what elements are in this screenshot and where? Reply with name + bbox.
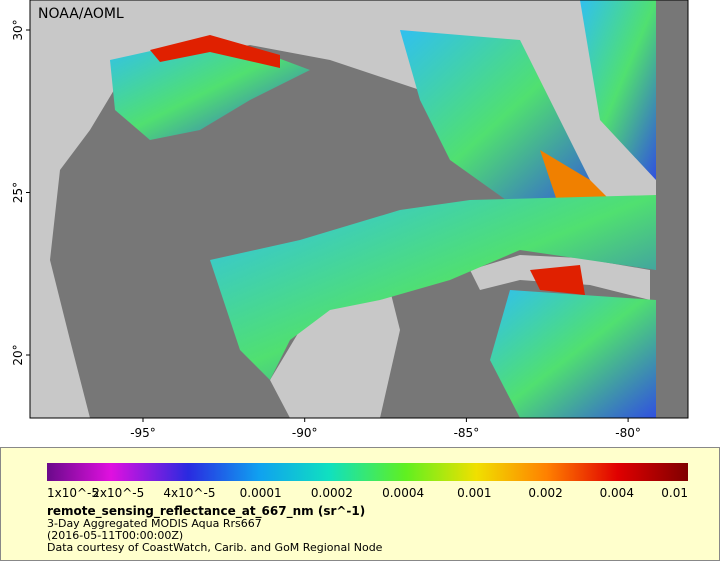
colorbar-label: 0.001 [457,486,491,500]
colorbar-label: 0.0002 [311,486,353,500]
colorbar-label: 0.0001 [240,486,282,500]
colorbar-label: 0.002 [528,486,562,500]
colorbar-label: 2x10^-5 [92,486,144,500]
colorbar [47,463,688,481]
lat-labels: 30° 25° 20° [11,19,30,366]
data-patch [110,40,310,140]
lon-label: -95° [130,426,156,440]
legend-line: (2016-05-11T00:00:00Z) [47,529,183,542]
legend-title: remote_sensing_reflectance_at_667_nm (sr… [47,504,365,519]
legend-line: 3-Day Aggregated MODIS Aqua Rrs667 [47,517,262,530]
data-patch [210,195,656,380]
lat-label: 30° [11,19,25,40]
land-yucatan [270,290,400,418]
data-patch [540,150,610,210]
lat-label: 20° [11,344,25,365]
colorbar-label: 1x10^-5 [47,486,99,500]
colorbar-label: 4x10^-5 [163,486,215,500]
map-frame [29,0,689,419]
data-patch [530,265,585,295]
data-patch [580,0,656,180]
map-area: NOAA/AOML [29,0,689,419]
data-patch [490,290,656,418]
colorbar-label: 0.01 [661,486,688,500]
lon-labels: -95° -90° -85° -80° [130,418,641,440]
credit: NOAA/AOML [38,6,124,22]
colorbar-label: 0.004 [600,486,634,500]
colorbar-label: 0.0004 [382,486,424,500]
lon-label: -80° [615,426,641,440]
lon-label: -85° [454,426,480,440]
lat-label: 25° [11,182,25,203]
data-patch [150,35,280,68]
lon-label: -90° [292,426,318,440]
legend-line: Data courtesy of CoastWatch, Carib. and … [47,541,383,554]
no-data [656,0,688,418]
